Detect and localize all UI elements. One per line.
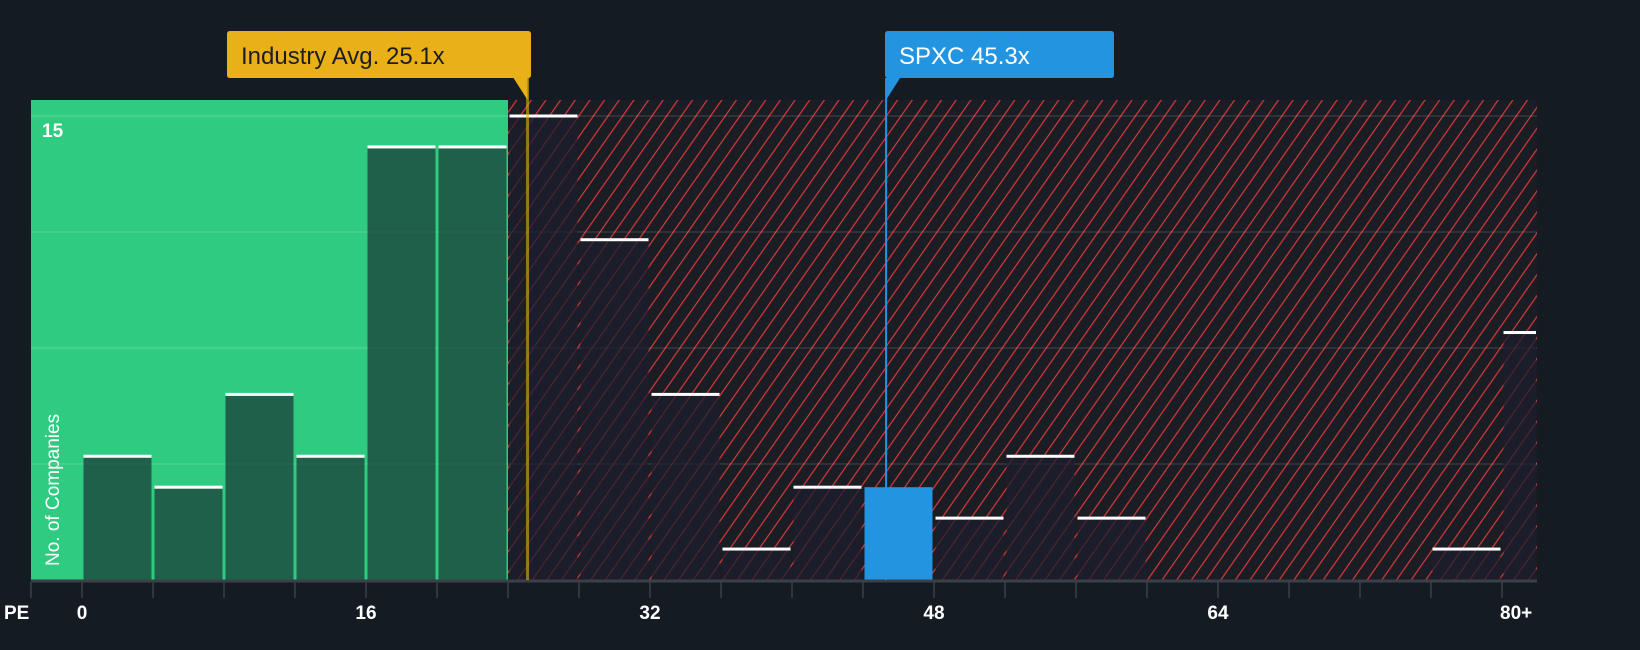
histogram-bar[interactable] — [1006, 456, 1075, 580]
industry-avg-marker: Industry Avg. 25.1x — [227, 31, 531, 580]
x-tick-label: 48 — [923, 603, 944, 624]
histogram-bar[interactable] — [580, 239, 649, 580]
bar-cap — [793, 485, 862, 489]
histogram-bar[interactable] — [509, 116, 578, 580]
company-label: SPXC 45.3x — [899, 43, 1030, 70]
bar-cap — [1006, 454, 1075, 458]
histogram-bar[interactable] — [225, 394, 294, 580]
company-marker: SPXC 45.3x — [885, 31, 1114, 580]
histogram-bar[interactable] — [1077, 518, 1146, 580]
bar-cap — [296, 454, 365, 458]
bar-cap — [509, 114, 578, 118]
company-callout — [885, 31, 1114, 100]
x-tick-label: 0 — [77, 603, 88, 624]
industry-avg-callout — [227, 31, 531, 100]
x-tick-label: 80+ — [1500, 603, 1532, 624]
bar-cap — [1077, 516, 1146, 520]
bar-cap — [580, 238, 649, 242]
bar-cap — [651, 392, 720, 396]
histogram-bar[interactable] — [793, 487, 862, 580]
bar-cap — [154, 485, 223, 489]
histogram-bar[interactable] — [154, 487, 223, 580]
histogram-bar[interactable] — [367, 146, 436, 580]
y-tick-label: 15 — [42, 121, 64, 142]
histogram-bar[interactable] — [438, 146, 507, 580]
histogram-bar[interactable] — [935, 518, 1004, 580]
histogram-bar[interactable] — [864, 487, 933, 580]
histogram-bar[interactable] — [651, 394, 720, 580]
bar-cap — [935, 516, 1004, 520]
bar-cap — [83, 454, 152, 458]
bar-cap — [367, 145, 436, 149]
x-axis-label: PE — [4, 603, 29, 624]
x-tick-label: 64 — [1207, 603, 1229, 624]
bar-cap — [1503, 331, 1536, 335]
x-tick-label: 32 — [639, 603, 660, 624]
histogram-bar[interactable] — [1432, 549, 1501, 580]
industry-avg-label: Industry Avg. 25.1x — [241, 43, 445, 70]
histogram-bar[interactable] — [83, 456, 152, 580]
histogram-bar[interactable] — [296, 456, 365, 580]
bar-cap — [438, 145, 507, 149]
bar-cap — [722, 547, 791, 551]
histogram-bar[interactable] — [722, 549, 791, 580]
x-tick-label: 16 — [355, 603, 376, 624]
histogram-bar[interactable] — [1503, 332, 1537, 580]
y-axis-label: No. of Companies — [43, 414, 64, 566]
bar-cap — [1432, 547, 1501, 551]
bar-cap — [225, 392, 294, 396]
